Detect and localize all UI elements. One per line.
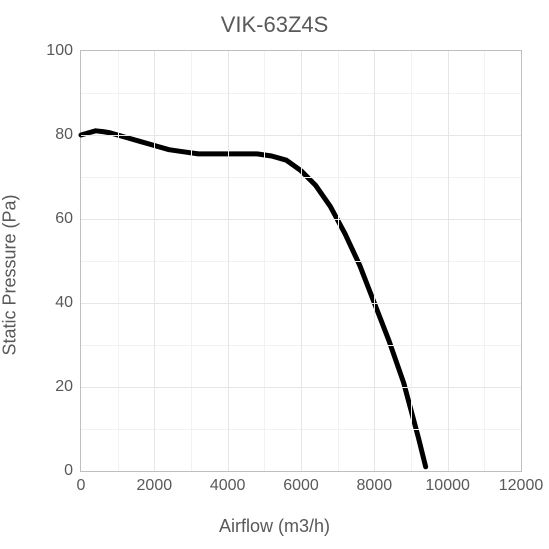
plot-area: 020004000600080001000012000020406080100 xyxy=(80,50,522,472)
x-tick-label: 6000 xyxy=(283,477,319,495)
grid-major-h xyxy=(81,387,521,388)
grid-major-h xyxy=(81,303,521,304)
y-tick-label: 20 xyxy=(55,378,73,396)
x-tick-label: 4000 xyxy=(210,477,246,495)
x-tick-label: 8000 xyxy=(357,477,393,495)
x-tick-label: 2000 xyxy=(137,477,173,495)
y-tick-label: 80 xyxy=(55,126,73,144)
y-tick-label: 100 xyxy=(46,42,73,60)
grid-major-v xyxy=(301,51,302,471)
grid-major-v xyxy=(374,51,375,471)
x-tick-label: 12000 xyxy=(499,477,544,495)
chart-container: VIK-63Z4S Static Pressure (Pa) Airflow (… xyxy=(0,0,549,549)
chart-title: VIK-63Z4S xyxy=(0,12,549,38)
x-tick-label: 10000 xyxy=(425,477,470,495)
grid-major-v xyxy=(448,51,449,471)
grid-major-h xyxy=(81,135,521,136)
grid-major-v xyxy=(228,51,229,471)
y-axis-label: Static Pressure (Pa) xyxy=(0,194,21,355)
x-tick-label: 0 xyxy=(77,477,86,495)
grid-major-h xyxy=(81,219,521,220)
y-tick-label: 0 xyxy=(64,462,73,480)
y-tick-label: 60 xyxy=(55,210,73,228)
grid-major-v xyxy=(154,51,155,471)
y-tick-label: 40 xyxy=(55,294,73,312)
x-axis-label: Airflow (m3/h) xyxy=(0,516,549,537)
